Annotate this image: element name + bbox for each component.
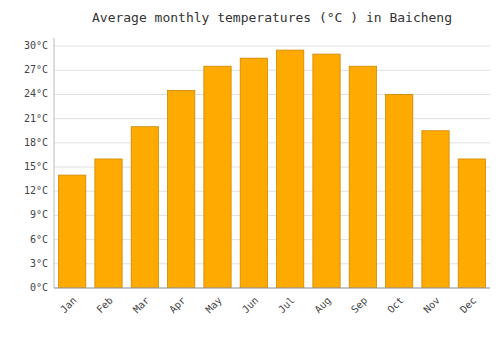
- y-tick-label: 12°C: [24, 185, 48, 196]
- y-tick-label: 6°C: [30, 234, 48, 245]
- bar: [131, 127, 158, 288]
- y-tick-label: 21°C: [24, 113, 48, 124]
- y-axis-line: [54, 38, 55, 288]
- bars: [59, 50, 486, 288]
- grid-line: [54, 70, 490, 71]
- grid-line: [54, 288, 490, 289]
- x-tick-label: Aug: [312, 295, 333, 316]
- bar: [349, 66, 376, 288]
- x-tick-label: Nov: [421, 295, 442, 316]
- bar: [313, 54, 340, 288]
- grid-line: [54, 94, 490, 95]
- y-tick-label: 18°C: [24, 137, 48, 148]
- y-tick-label: 3°C: [30, 258, 48, 269]
- bar: [168, 90, 195, 288]
- grid-line: [54, 46, 490, 47]
- bar: [386, 94, 413, 288]
- x-tick-label: Jan: [58, 295, 79, 316]
- bar: [422, 131, 449, 288]
- y-tick-labels: 0°C 3°C 6°C 9°C 12°C 15°C 18°C 21°C 24°C 27°C 30°C: [24, 40, 48, 293]
- x-tick-labels: Jan Feb Mar Apr May Jun Jul Aug Sep Oct Nov Dec: [58, 295, 478, 316]
- x-tick-label: Oct: [385, 295, 406, 316]
- x-tick-label: Apr: [167, 295, 188, 316]
- x-tick-label: Mar: [131, 295, 152, 316]
- grid-line: [54, 118, 490, 119]
- y-tick-label: 15°C: [24, 161, 48, 172]
- bar: [240, 58, 267, 288]
- y-tick-label: 24°C: [24, 88, 48, 99]
- y-tick-label: 27°C: [24, 64, 48, 75]
- chart-container: Average monthly temperatures (°C ) in Ba…: [0, 0, 500, 350]
- chart: Average monthly temperatures (°C ) in Ba…: [0, 0, 500, 350]
- x-tick-label: Dec: [458, 295, 479, 316]
- bar: [59, 175, 86, 288]
- y-tick-label: 0°C: [30, 282, 48, 293]
- x-tick-label: Sep: [349, 295, 370, 316]
- y-grid: [54, 46, 490, 288]
- x-axis-line: [54, 288, 490, 289]
- x-tick-label: Jun: [240, 295, 261, 316]
- x-tick-label: May: [203, 295, 224, 316]
- y-tick-label: 9°C: [30, 209, 48, 220]
- title: Average monthly temperatures (°C ) in Ba…: [92, 10, 452, 25]
- bar: [204, 66, 231, 288]
- bar: [277, 50, 304, 288]
- x-tick-label: Jul: [276, 295, 297, 316]
- bar: [458, 159, 485, 288]
- bar: [95, 159, 122, 288]
- y-tick-label: 30°C: [24, 40, 48, 51]
- x-tick-label: Feb: [94, 295, 115, 316]
